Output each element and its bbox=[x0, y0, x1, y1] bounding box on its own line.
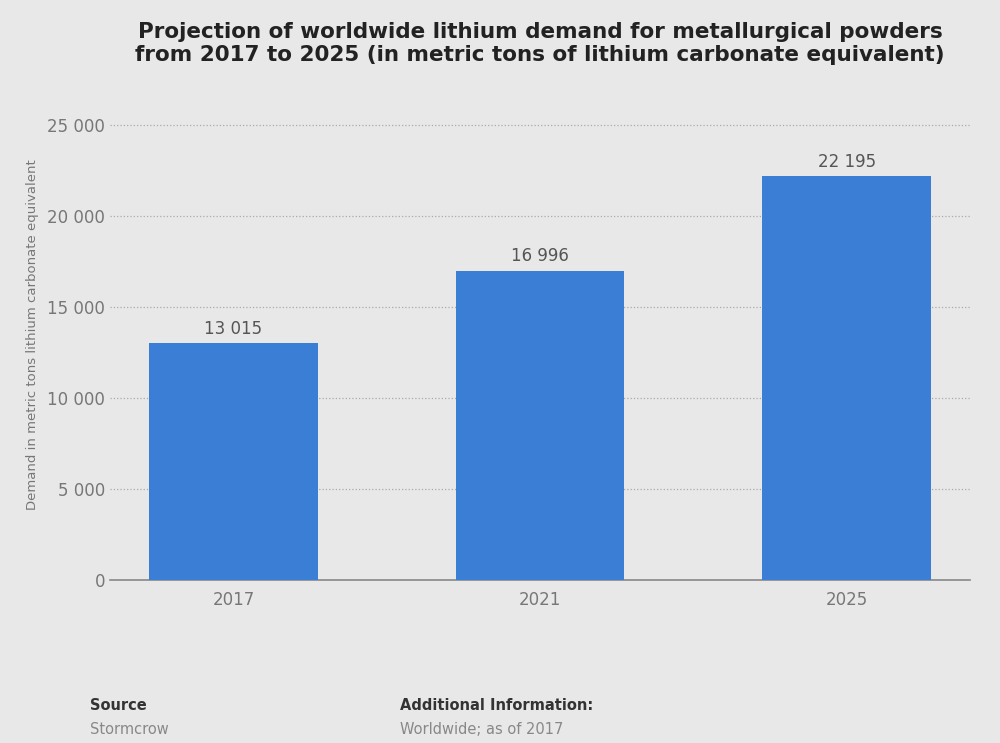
Bar bbox=[456, 271, 624, 580]
Text: Worldwide; as of 2017: Worldwide; as of 2017 bbox=[400, 722, 563, 737]
Title: Projection of worldwide lithium demand for metallurgical powders
from 2017 to 20: Projection of worldwide lithium demand f… bbox=[135, 22, 945, 65]
Text: Additional Information:: Additional Information: bbox=[400, 698, 593, 713]
Bar bbox=[762, 176, 931, 580]
Text: 22 195: 22 195 bbox=[818, 153, 876, 171]
Text: 16 996: 16 996 bbox=[511, 247, 569, 265]
Y-axis label: Demand in metric tons lithium carbonate equivalent: Demand in metric tons lithium carbonate … bbox=[26, 159, 39, 510]
Bar bbox=[149, 343, 318, 580]
Text: 13 015: 13 015 bbox=[204, 319, 262, 338]
Text: Source: Source bbox=[90, 698, 147, 713]
Text: Stormcrow
© Statista 2018: Stormcrow © Statista 2018 bbox=[90, 722, 208, 743]
